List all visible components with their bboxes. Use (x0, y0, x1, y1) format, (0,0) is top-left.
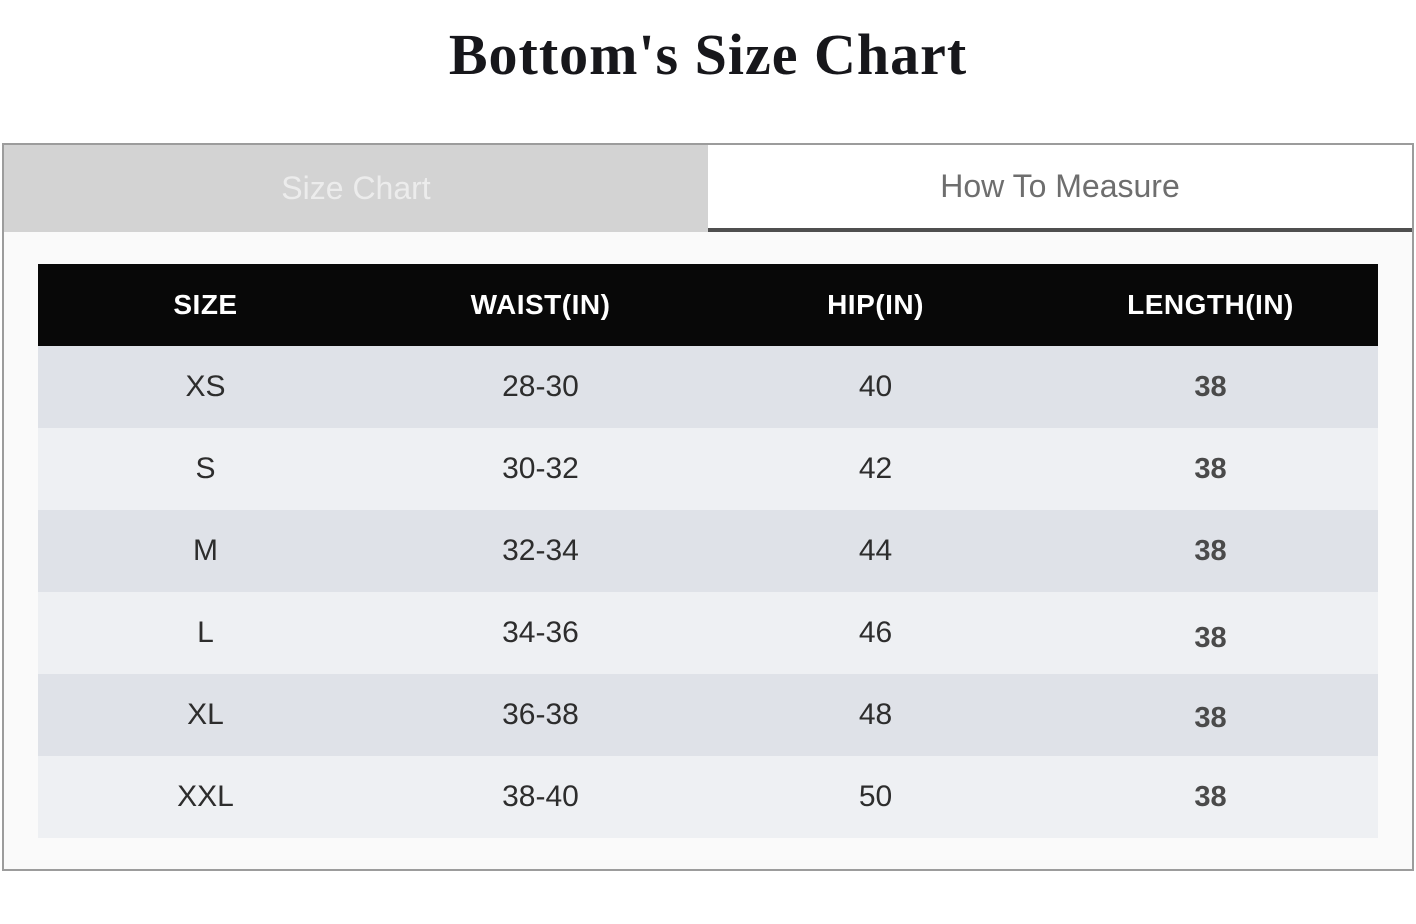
table-row-s: S 30-32 42 38 (38, 428, 1378, 510)
size-chart-page: Bottom's Size Chart Size Chart How To Me… (0, 20, 1416, 924)
cell-length: 38 (1043, 346, 1378, 428)
length-value: 38 (1194, 701, 1227, 734)
size-chart-content: SIZE WAIST(IN) HIP(IN) LENGTH(IN) XS 28-… (4, 232, 1412, 869)
length-value: 38 (1194, 452, 1227, 485)
cell-size: M (193, 534, 218, 567)
column-header-size: SIZE (38, 264, 373, 346)
cell-hip: 48 (858, 698, 893, 731)
cell-waist: 34-36 (502, 616, 579, 649)
table-row-m: M 32-34 44 38 (38, 510, 1378, 592)
cell-waist: 38-40 (502, 780, 579, 813)
cell-length: 38 (1043, 510, 1378, 592)
cell-size: L (197, 616, 214, 649)
column-header-waist: WAIST(IN) (373, 264, 708, 346)
cell-waist: 30-32 (502, 452, 579, 485)
cell-size: XL (187, 698, 224, 731)
table-row-xs: XS 28-30 40 38 (38, 346, 1378, 428)
cell-size: XS (185, 370, 226, 403)
cell-waist: 36-38 (502, 698, 579, 731)
cell-hip: 42 (858, 452, 893, 485)
cell-length: 38 (1043, 674, 1378, 756)
cell-length: 38 (1043, 756, 1378, 838)
cell-size: S (195, 452, 216, 485)
tab-bar: Size Chart How To Measure (4, 145, 1412, 232)
cell-size: XXL (177, 780, 234, 813)
length-value: 38 (1194, 621, 1227, 654)
cell-waist: 32-34 (502, 534, 579, 567)
cell-hip: 50 (858, 780, 893, 813)
table-row-xxl: XXL 38-40 50 38 (38, 756, 1378, 838)
cell-length: 38 (1043, 592, 1378, 674)
tab-size-chart[interactable]: Size Chart (4, 145, 708, 232)
cell-hip: 46 (858, 616, 893, 649)
tab-how-to-measure[interactable]: How To Measure (708, 145, 1412, 232)
table-header-row: SIZE WAIST(IN) HIP(IN) LENGTH(IN) (38, 264, 1378, 346)
length-value: 38 (1194, 534, 1227, 567)
cell-waist: 28-30 (502, 370, 579, 403)
table-row-xl: XL 36-38 48 38 (38, 674, 1378, 756)
cell-hip: 44 (858, 534, 893, 567)
size-chart-panel: Size Chart How To Measure SIZE WAIST(IN)… (2, 143, 1414, 871)
cell-hip: 40 (858, 370, 893, 403)
table-row-l: L 34-36 46 38 (38, 592, 1378, 674)
column-header-hip: HIP(IN) (708, 264, 1043, 346)
size-table: SIZE WAIST(IN) HIP(IN) LENGTH(IN) XS 28-… (38, 264, 1378, 838)
length-value: 38 (1194, 780, 1227, 813)
column-header-length: LENGTH(IN) (1043, 264, 1378, 346)
page-title: Bottom's Size Chart (448, 22, 968, 87)
length-value: 38 (1194, 370, 1227, 403)
cell-length: 38 (1043, 428, 1378, 510)
